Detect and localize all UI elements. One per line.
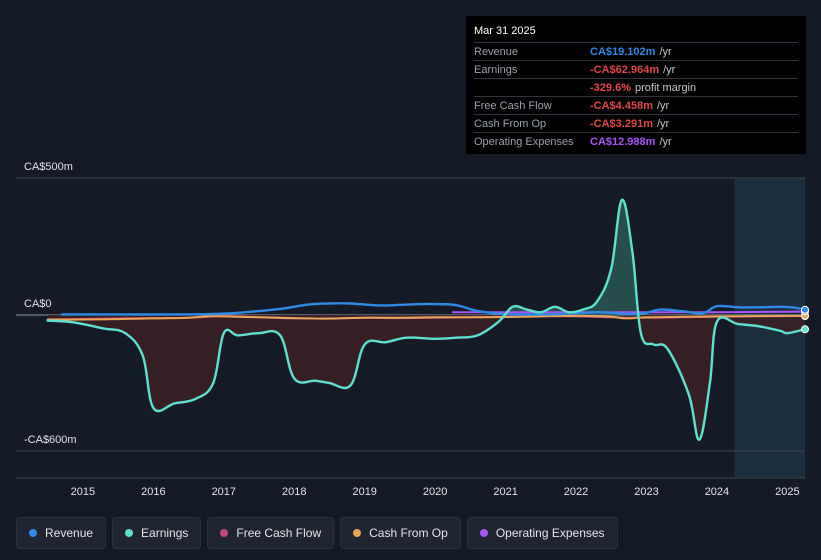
tooltip-row: Operating Expenses CA$12.988m/yr <box>474 132 798 150</box>
series-end-point-revenue <box>801 305 809 314</box>
legend-label: Operating Expenses <box>495 526 605 540</box>
legend-item-operating-expenses[interactable]: Operating Expenses <box>466 517 618 549</box>
tooltip-row: Revenue CA$19.102m/yr <box>474 42 798 60</box>
legend-item-earnings[interactable]: Earnings <box>112 517 202 549</box>
tooltip-row-unit: /yr <box>659 135 672 148</box>
earnings-negative-area <box>47 315 805 440</box>
tooltip-row-value: -329.6% <box>590 81 631 94</box>
series-line-revenue <box>60 302 807 316</box>
tooltip-date: Mar 31 2025 <box>474 25 536 37</box>
x-tick-label: 2023 <box>634 486 658 498</box>
tooltip-row-label: Cash From Op <box>474 117 547 130</box>
tooltip-row-value: -CA$3.291m <box>590 117 653 130</box>
tooltip-row-label: Free Cash Flow <box>474 99 552 112</box>
y-tick-label: -CA$600m <box>24 434 77 446</box>
legend-dot-icon <box>220 529 229 537</box>
tooltip-row: Cash From Op -CA$3.291m/yr <box>474 114 798 132</box>
x-tick-label: 2025 <box>775 486 799 498</box>
x-tick-label: 2021 <box>493 486 517 498</box>
series-line-cash-from-op <box>46 314 806 321</box>
legend-label: Cash From Op <box>369 526 448 540</box>
legend-label: Free Cash Flow <box>236 526 322 540</box>
earnings-positive-area <box>47 199 805 315</box>
legend-label: Earnings <box>141 526 189 540</box>
legend-dot-icon <box>479 529 488 537</box>
tooltip-row-unit: profit margin <box>634 81 697 94</box>
tooltip-row-unit: /yr <box>663 63 676 76</box>
legend-item-free-cash-flow[interactable]: Free Cash Flow <box>207 517 335 549</box>
legend: Revenue Earnings Free Cash Flow Cash From O… <box>16 517 618 549</box>
tooltip-row-unit: /yr <box>656 99 670 112</box>
x-tick-label: 2024 <box>705 486 729 498</box>
series-end-point-earnings <box>801 325 809 334</box>
x-tick-label: 2020 <box>423 486 447 498</box>
x-tick-label: 2016 <box>141 486 165 498</box>
legend-dot-icon <box>125 529 134 537</box>
x-tick-label: 2019 <box>352 486 376 498</box>
legend-label: Revenue <box>45 526 94 540</box>
tooltip-row-label: Operating Expenses <box>474 135 574 148</box>
x-tick-label: 2018 <box>282 486 306 498</box>
tooltip-row-value: CA$19.102m <box>590 45 656 58</box>
x-tick-label: 2017 <box>212 486 236 498</box>
tooltip-row-label: Earnings <box>474 63 518 76</box>
series-line-operating-expenses <box>451 310 806 314</box>
legend-item-cash-from-op[interactable]: Cash From Op <box>340 517 461 549</box>
chart-canvas: CA$500m CA$0 -CA$600m 2015 2016 2017 2018 2019 2… <box>16 161 809 498</box>
legend-dot-icon <box>29 529 37 537</box>
x-tick-label: 2022 <box>564 486 588 498</box>
tooltip-row-value: CA$12.988m <box>590 135 656 148</box>
tooltip-row-value: -CA$4.458m <box>590 99 653 112</box>
tooltip-row: Earnings -CA$62.964m/yr <box>474 60 798 78</box>
legend-item-revenue[interactable]: Revenue <box>16 517 107 549</box>
tooltip-row: Free Cash Flow -CA$4.458m/yr <box>474 96 798 114</box>
tooltip-row-unit: /yr <box>656 117 670 130</box>
tooltip-row-unit: /yr <box>659 45 672 58</box>
tooltip-row-value: -CA$62.964m <box>590 63 660 76</box>
tooltip-panel: Mar 31 2025 Revenue CA$19.102m/yr Earnings… <box>466 16 806 154</box>
x-tick-label: 2015 <box>71 486 95 498</box>
y-tick-label: CA$0 <box>24 298 52 310</box>
series-line-earnings <box>46 198 807 441</box>
legend-dot-icon <box>353 529 362 537</box>
tooltip-row: -329.6% profit margin <box>474 78 798 96</box>
y-tick-label: CA$500m <box>24 161 73 173</box>
tooltip-row-label: Revenue <box>474 45 519 58</box>
